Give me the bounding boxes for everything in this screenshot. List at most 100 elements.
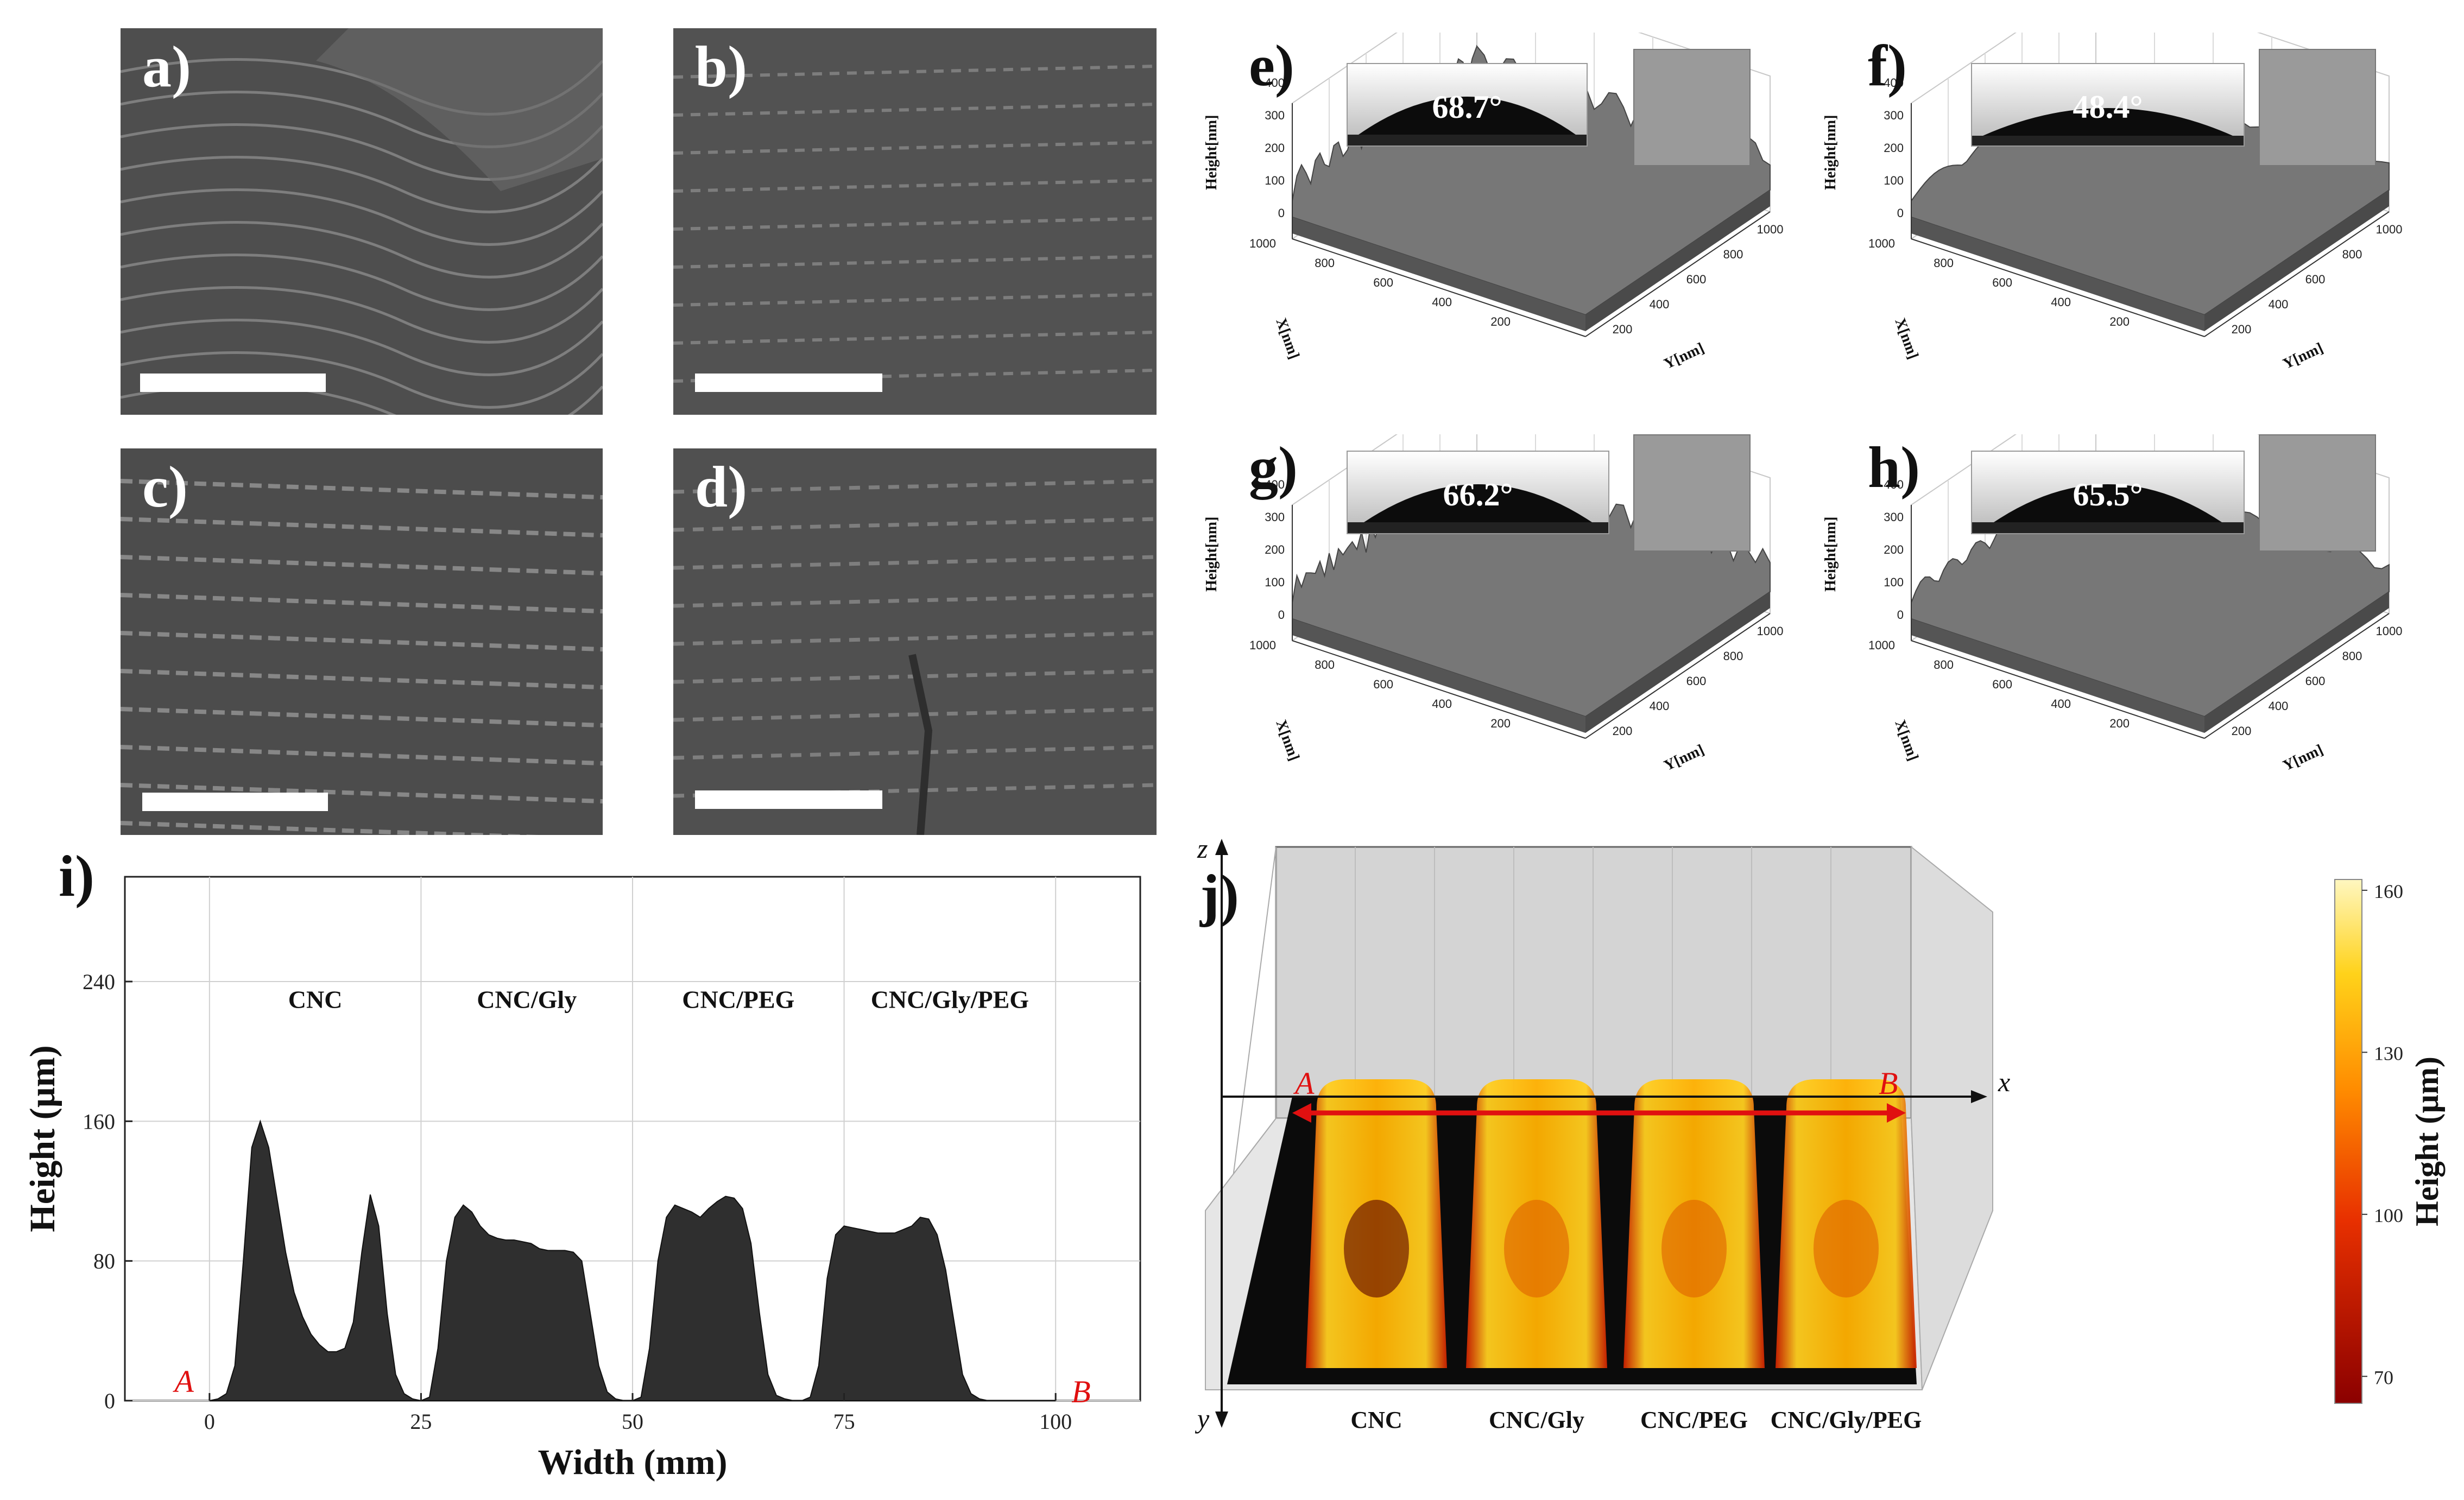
x-axis-label: x: [1998, 1067, 2010, 1097]
height-profile-area: [209, 1119, 1056, 1402]
heatmap-bar-shade: [1661, 1200, 1727, 1298]
afm-surface-edge: [1911, 619, 2204, 733]
panel-label-b: b): [695, 35, 748, 99]
endpoint-label-b: B: [1071, 1374, 1090, 1409]
y-tick-label: 0: [104, 1389, 115, 1413]
afm-surface-edge: [1585, 592, 1770, 733]
x-axis-title: X[nm]: [1891, 718, 1922, 763]
z-axis-arrow: [1215, 839, 1228, 855]
category-label: CNC/Gly/PEG: [1771, 1407, 1922, 1433]
sem-texture-b: [673, 28, 1157, 415]
sem-image-a: a): [121, 28, 603, 415]
afm-surface-edge: [2204, 592, 2389, 733]
z-tick-label: 100: [1265, 575, 1285, 589]
x-tick-label: 600: [1373, 276, 1393, 289]
scale-bar-a: [140, 374, 326, 392]
category-label: CNC/Gly: [1489, 1407, 1584, 1433]
droplet-shape-f: [1972, 108, 2244, 145]
x-tick-label: 800: [1315, 658, 1335, 672]
x-tick-label: 400: [2051, 295, 2071, 309]
z-tick-label: 0: [1897, 206, 1904, 220]
x-tick-label: 400: [1432, 697, 1452, 711]
z-tick-label: 0: [1278, 206, 1285, 220]
heatmap-bar-shade: [1814, 1200, 1879, 1298]
y-tick-label: 1000: [2376, 624, 2403, 638]
z-tick-label: 300: [1265, 109, 1285, 122]
afm-surface-edge: [1911, 217, 2204, 331]
z-tick-label: 200: [1265, 141, 1285, 155]
y-axis-line: [1585, 613, 1771, 739]
z-tick-label: 300: [1884, 109, 1904, 122]
x-axis-title: X[nm]: [1272, 718, 1303, 763]
z-tick-label: 0: [1897, 608, 1904, 622]
y-tick-label: 200: [1613, 322, 1633, 336]
y-tick-label: 160: [83, 1109, 115, 1134]
endpoint-label-b: B: [1879, 1066, 1898, 1101]
z-axis-title: Height[nm]: [1203, 517, 1220, 592]
panel-label-f: f): [1868, 34, 1907, 98]
x-tick-label: 200: [1490, 717, 1511, 730]
region-label: CNC/Gly/PEG: [871, 985, 1029, 1013]
colorbar-tick-label: 130: [2374, 1042, 2403, 1064]
x-tick-label: 800: [1934, 256, 1954, 270]
y-tick-label: 200: [1613, 724, 1633, 738]
afm-phase-inset-h: [2259, 434, 2376, 552]
z-axis-label: z: [1197, 836, 1208, 864]
colorbar-tick-label: 160: [2374, 881, 2403, 902]
y-tick-label: 600: [2305, 273, 2326, 286]
y-tick-label: 600: [1686, 674, 1707, 688]
z-tick-label: 100: [1884, 575, 1904, 589]
y-axis-line: [2204, 613, 2390, 739]
region-label: CNC: [288, 985, 343, 1013]
scale-bar-c: [142, 793, 328, 811]
z-tick-label: 200: [1265, 543, 1285, 556]
x-tick-label: 200: [2109, 717, 2130, 730]
y-tick-label: 240: [83, 970, 115, 994]
scale-bar-d: [695, 790, 882, 809]
x-axis-arrow: [1971, 1090, 1987, 1103]
x-tick-label: 800: [1934, 658, 1954, 672]
y-tick-label: 1000: [1757, 624, 1784, 638]
y-tick-label: 400: [1650, 699, 1670, 713]
z-tick-label: 300: [1884, 510, 1904, 524]
x-tick-label: 1000: [1868, 237, 1895, 250]
y-tick-label: 1000: [1757, 223, 1784, 236]
sem-texture-d: [673, 448, 1157, 835]
x-axis-title: X[nm]: [1891, 316, 1922, 362]
x-axis-line: [1292, 238, 1586, 337]
x-tick-label: 0: [204, 1409, 215, 1434]
y-axis-line: [2204, 211, 2390, 337]
endpoint-label-a: A: [172, 1364, 194, 1399]
y-axis-arrow: [1215, 1412, 1228, 1428]
afm-surface-edge: [1585, 190, 1770, 331]
contact-angle-image-e: 68.7°: [1347, 63, 1588, 147]
x-axis-line: [1292, 640, 1586, 739]
colorbar-label: Height (µm): [2409, 1056, 2445, 1226]
colorbar-tick-label: 100: [2374, 1205, 2403, 1226]
x-tick-label: 600: [1992, 276, 2012, 289]
y-tick-label: 800: [1723, 649, 1743, 663]
droplet-shape-h: [1972, 484, 2244, 533]
y-tick-label: 600: [1686, 273, 1707, 286]
panel-label-d: d): [695, 455, 748, 520]
endpoint-label-a: A: [1293, 1066, 1315, 1101]
afm-phase-inset-e: [1633, 49, 1751, 166]
afm-panel-g: 0 100 200 300 400 200 400 600 800 1000 200 400 600 80…: [1195, 434, 1803, 836]
x-tick-label: 75: [833, 1409, 855, 1434]
afm-panel-f: 0 100 200 300 400 200 400 600 800 1000 200 400 600 80…: [1814, 33, 2422, 434]
y-axis-title: Y[nm]: [1661, 339, 1707, 372]
afm-phase-inset-g: [1633, 434, 1751, 552]
panel-label-a: a): [142, 35, 191, 99]
y-tick-label: 1000: [2376, 223, 2403, 236]
y-axis-label: y: [1195, 1403, 1210, 1434]
contact-angle-image-h: 65.5°: [1971, 451, 2245, 534]
y-axis-label: Height (µm): [23, 1045, 62, 1232]
contact-angle-value-h: 65.5°: [2073, 477, 2143, 512]
x-tick-label: 200: [2109, 315, 2130, 328]
category-label: CNC: [1350, 1407, 1402, 1433]
x-tick-label: 100: [1039, 1409, 1072, 1434]
contact-angle-image-g: 66.2°: [1347, 451, 1609, 534]
panel-label-h: h): [1868, 435, 1920, 500]
afm-surface-edge: [1292, 217, 1585, 331]
